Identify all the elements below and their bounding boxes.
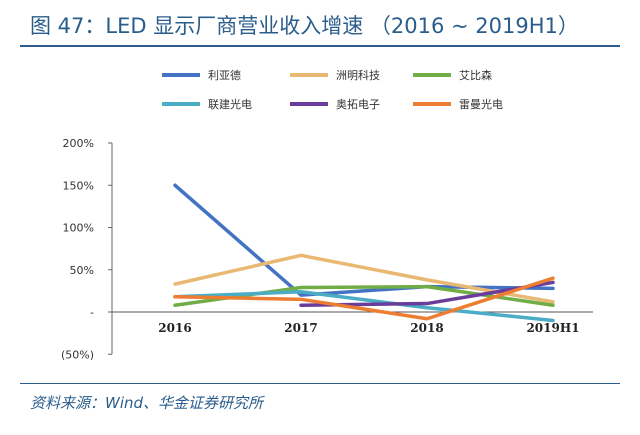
series-line	[173, 253, 555, 304]
figure-title: 图 47：LED 显示厂商营业收入增速 （2016 ~ 2019H1）	[30, 14, 579, 38]
source-note: 资料来源：Wind、华金证券研究所	[30, 394, 264, 412]
series-line	[173, 183, 555, 297]
line-chart: 200% 150% 100% 50% - (50%) 2016 2017 2018 2019H1 利…	[61, 68, 593, 361]
x-tick-label: 2018	[410, 321, 443, 335]
y-tick-label: (50%)	[61, 348, 94, 361]
series-line	[173, 289, 555, 323]
legend-label: 雷曼光电	[459, 97, 503, 111]
legend-label: 联建光电	[208, 97, 252, 111]
series-line	[173, 276, 555, 321]
y-tick-label: 100%	[63, 222, 94, 235]
title-divider	[20, 45, 620, 47]
x-tick-label: 2017	[284, 321, 317, 335]
y-tick-label: -	[90, 306, 94, 319]
x-tick-label: 2016	[158, 321, 191, 335]
y-tick-label: 50%	[70, 264, 94, 277]
y-tick-label: 200%	[63, 137, 94, 150]
legend-label: 利亚德	[208, 68, 241, 82]
legend-label: 洲明科技	[336, 68, 380, 82]
x-tick-label: 2019H1	[526, 321, 579, 335]
legend-label: 奥拓电子	[336, 97, 380, 111]
footer-divider	[20, 383, 620, 384]
legend-label: 艾比森	[459, 68, 492, 82]
y-tick-label: 150%	[63, 179, 94, 192]
